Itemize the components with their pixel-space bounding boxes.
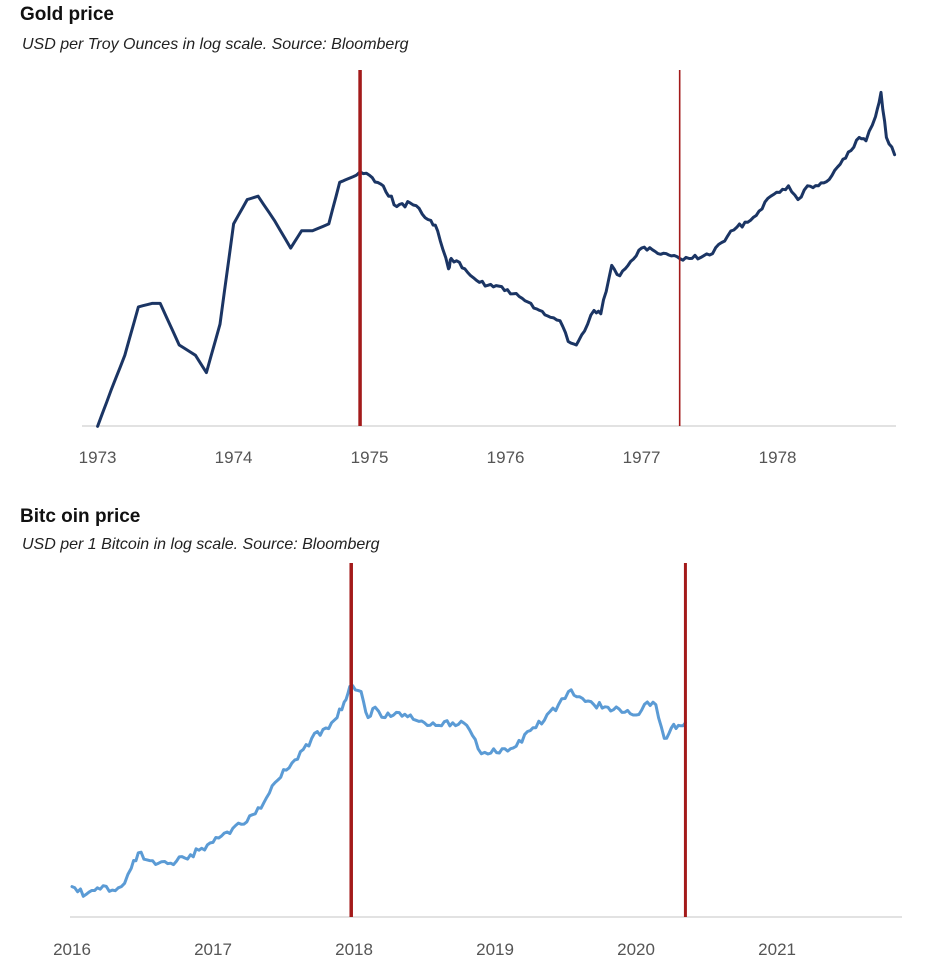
x-tick-label-1974: 1974 xyxy=(215,448,253,467)
x-tick-label-2016: 2016 xyxy=(53,940,91,959)
x-tick-label-2020: 2020 xyxy=(617,940,655,959)
x-tick-label-1977: 1977 xyxy=(623,448,661,467)
x-tick-label-1978: 1978 xyxy=(759,448,797,467)
bitcoin-chart-subtitle: USD per 1 Bitcoin in log scale. Source: … xyxy=(22,536,380,553)
x-tick-label-2018: 2018 xyxy=(335,940,373,959)
bitcoin-chart: Bitc oin price USD per 1 Bitcoin in log … xyxy=(0,500,939,966)
series-line-bitcoin xyxy=(70,684,687,898)
x-tick-label-2017: 2017 xyxy=(194,940,232,959)
x-tick-label-2019: 2019 xyxy=(476,940,514,959)
gold-chart-subtitle: USD per Troy Ounces in log scale. Source… xyxy=(22,36,409,53)
x-tick-label-1975: 1975 xyxy=(351,448,389,467)
x-tick-label-1973: 1973 xyxy=(79,448,117,467)
x-tick-label-1976: 1976 xyxy=(487,448,525,467)
gold-plot-area: 1973 1974 1975 1976 1977 1978 xyxy=(79,70,897,467)
series-line-gold xyxy=(96,90,897,428)
x-tick-label-2021: 2021 xyxy=(758,940,796,959)
gold-chart-title: Gold price xyxy=(20,4,114,25)
gold-chart: Gold price USD per Troy Ounces in log sc… xyxy=(0,0,939,478)
bitcoin-chart-title: Bitc oin price xyxy=(20,506,141,527)
bitcoin-plot-area: 2016 2017 2018 2019 2020 2021 xyxy=(53,563,902,959)
